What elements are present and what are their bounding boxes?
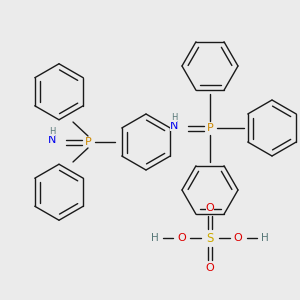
Text: O: O xyxy=(234,233,242,243)
Text: O: O xyxy=(206,263,214,273)
Text: P: P xyxy=(207,123,213,133)
Text: H: H xyxy=(261,233,269,243)
Text: N: N xyxy=(170,121,178,131)
Text: P: P xyxy=(85,137,92,147)
Text: H: H xyxy=(171,112,177,122)
Text: S: S xyxy=(206,232,214,244)
Text: O: O xyxy=(206,203,214,213)
Text: N: N xyxy=(48,135,56,145)
Text: O: O xyxy=(178,233,186,243)
Text: H: H xyxy=(151,233,159,243)
Text: H: H xyxy=(49,127,55,136)
